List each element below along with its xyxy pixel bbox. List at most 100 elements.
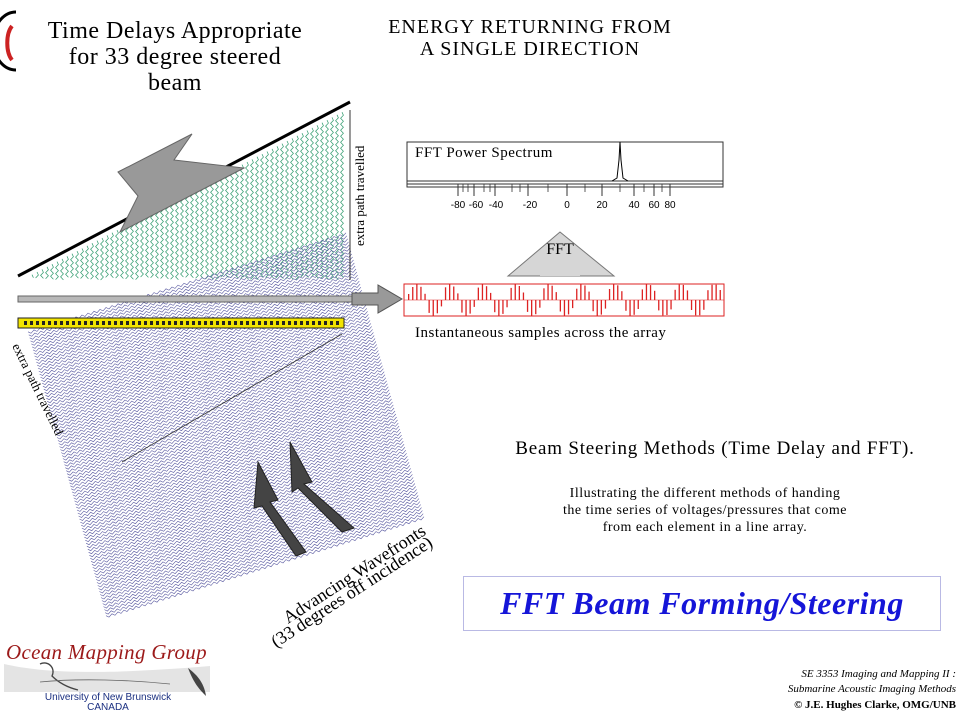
- sample-mark: [674, 289, 676, 300]
- sample-mark: [465, 300, 467, 316]
- wavefront-line: [75, 404, 394, 506]
- delay-wavelet: [180, 195, 184, 278]
- delay-wavelet: [255, 156, 259, 280]
- array-element: [186, 321, 189, 325]
- wavefront-line: [93, 471, 412, 573]
- sample-mark: [563, 300, 566, 316]
- sample-mark: [531, 300, 533, 316]
- sample-mark: [645, 284, 648, 300]
- delay-wavelet: [260, 153, 264, 278]
- course-line1: SE 3353 Imaging and Mapping II :: [801, 668, 956, 680]
- wavefront-arrow-right-icon: [289, 441, 355, 533]
- omg-logo-icon: [4, 662, 210, 696]
- array-element: [108, 321, 111, 325]
- wavefront-line: [49, 311, 368, 413]
- array-element: [180, 321, 183, 325]
- samples-label: Instantaneous samples across the array: [415, 325, 667, 341]
- sample-mark: [502, 300, 504, 314]
- delay-wavelet: [60, 258, 64, 281]
- fft-tick-label: 40: [628, 200, 640, 211]
- sample-mark: [522, 292, 525, 300]
- methods-desc-line1: Illustrating the different methods of ha…: [569, 486, 841, 501]
- wavefront-line: [71, 392, 391, 494]
- array-element: [126, 321, 129, 325]
- array-element: [150, 321, 153, 325]
- sample-mark: [440, 300, 443, 307]
- wavefront-line: [96, 483, 416, 585]
- delay-wavelet: [80, 248, 84, 279]
- sample-mark: [547, 284, 549, 300]
- delay-wavelet: [320, 122, 324, 279]
- sample-mark: [444, 287, 447, 300]
- sample-mark: [690, 300, 693, 310]
- logo-fragment-icon: [0, 10, 17, 72]
- array-element: [168, 321, 171, 325]
- sample-mark: [424, 293, 426, 300]
- array-element: [282, 321, 285, 325]
- wavefront-line: [85, 440, 404, 542]
- wavefront-line: [60, 350, 379, 452]
- array-element: [84, 321, 87, 325]
- fft-arrow-label: FFT: [546, 241, 574, 258]
- logo-subtitle: University of New Brunswick CANADA: [18, 693, 198, 713]
- sample-mark: [666, 300, 668, 315]
- logo-sub-line2: CANADA: [87, 702, 129, 713]
- fft-tick-label: -20: [523, 200, 538, 211]
- array-element: [306, 321, 309, 325]
- sample-mark: [453, 286, 455, 300]
- sample-mark: [662, 300, 664, 316]
- wavefront-line: [52, 323, 372, 425]
- delay-wavelet: [220, 174, 224, 278]
- sample-mark: [637, 300, 639, 309]
- array-element: [216, 321, 219, 325]
- array-element: [138, 321, 141, 325]
- wavefront-line: [32, 250, 352, 352]
- fft-tick-label: 20: [596, 200, 608, 211]
- wavefront-line: [75, 407, 395, 509]
- wavefront-line: [44, 292, 363, 395]
- wavefront-line: [33, 253, 353, 355]
- sample-mark: [682, 284, 684, 300]
- methods-title: Beam Steering Methods (Time Delay and FF…: [515, 438, 915, 459]
- array-element: [66, 321, 69, 325]
- time-delay-wavelets: [31, 112, 344, 281]
- wavefront-line: [92, 468, 411, 570]
- sample-mark: [600, 300, 602, 315]
- array-element: [234, 321, 237, 325]
- delay-wavelet: [170, 201, 174, 280]
- delay-wavelet: [150, 211, 154, 279]
- wavefront-line: [62, 359, 382, 461]
- delay-wavelet: [160, 206, 164, 279]
- wavefront-line: [78, 416, 397, 518]
- delay-wavelet: [70, 253, 74, 278]
- wavefront-line: [97, 486, 416, 588]
- wavefront-line: [56, 335, 375, 437]
- logo-sub-line1: University of New Brunswick: [44, 692, 172, 703]
- sample-mark: [436, 300, 438, 314]
- sample-mark: [490, 292, 492, 300]
- array-element: [120, 321, 123, 325]
- wavefront-line: [40, 277, 359, 379]
- delay-wavelet: [310, 127, 314, 279]
- wavefront-line: [59, 347, 378, 449]
- sample-mark: [551, 285, 553, 300]
- delay-wavelet: [225, 172, 229, 278]
- array-element: [156, 321, 159, 325]
- sample-mark: [588, 291, 590, 300]
- delay-wavelet: [265, 151, 269, 278]
- wavefront-line: [89, 456, 408, 558]
- wavefront-line: [53, 326, 372, 428]
- array-element: [312, 321, 315, 325]
- wavefront-line: [95, 480, 415, 582]
- array-element: [246, 321, 249, 325]
- wavefront-line: [64, 365, 383, 467]
- array-element: [204, 321, 207, 325]
- wavefront-line: [90, 459, 409, 561]
- fft-tick-label: 0: [564, 200, 570, 211]
- sample-mark: [494, 300, 496, 313]
- delay-wavelet: [115, 229, 119, 279]
- delay-wavelet: [100, 237, 104, 281]
- sample-mark: [457, 293, 459, 300]
- delay-wavelet: [105, 235, 109, 278]
- wavefront-line: [105, 516, 425, 618]
